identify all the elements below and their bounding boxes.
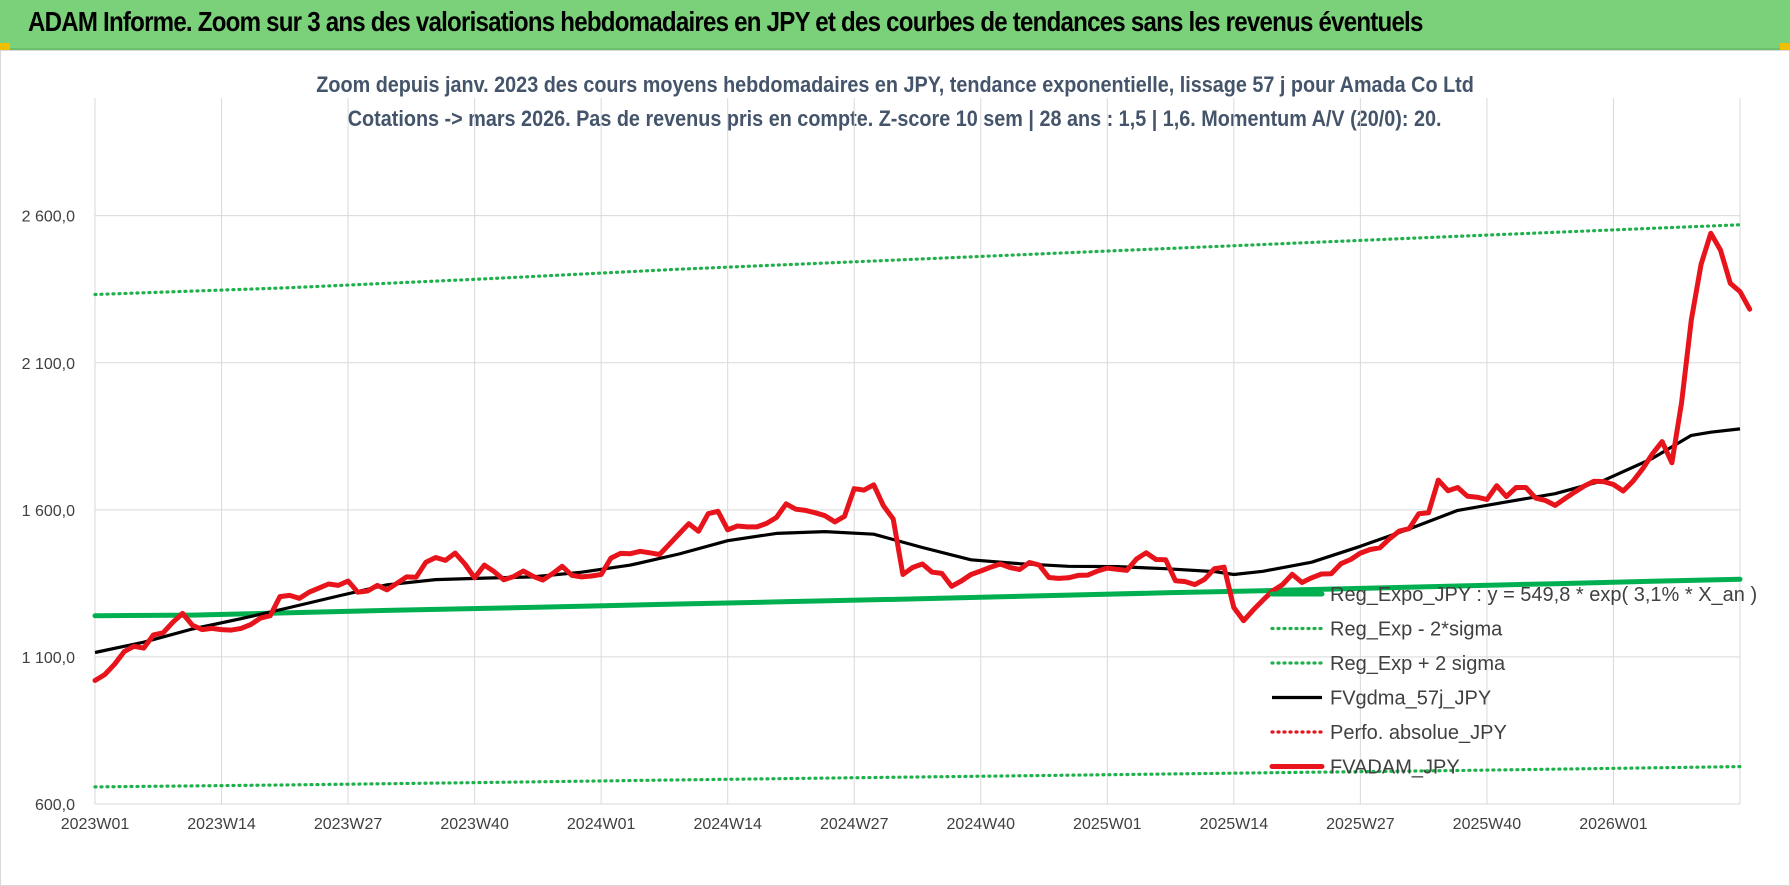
x-tick-label: 2023W01 (61, 816, 130, 833)
x-tick-label: 2025W14 (1200, 816, 1269, 833)
legend-label: FVADAM_JPY (1330, 757, 1460, 779)
x-tick-label: 2025W40 (1453, 816, 1522, 833)
x-tick-label: 2023W14 (187, 816, 256, 833)
report-title: ADAM Informe. Zoom sur 3 ans des valoris… (28, 6, 1423, 37)
x-tick-label: 2025W27 (1326, 816, 1395, 833)
x-tick-label: 2023W40 (440, 816, 509, 833)
series-line-fvadam-jpy (92, 230, 1753, 683)
chart-title-line1-text: Zoom depuis janv. 2023 des cours moyens … (316, 72, 1474, 97)
chart-title-line2-text: Cotations -> mars 2026. Pas de revenus p… (348, 106, 1442, 131)
legend-label: Perfo. absolue_JPY (1330, 722, 1507, 744)
x-tick-label: 2025W01 (1073, 816, 1142, 833)
chart-title-line1: Zoom depuis janv. 2023 des cours moyens … (0, 72, 1790, 98)
y-tick-label: 2 100,0 (22, 356, 75, 373)
x-tick-label: 2024W40 (947, 816, 1016, 833)
legend-label: FVgdma_57j_JPY (1330, 688, 1491, 710)
corner-marker-left (0, 43, 10, 51)
corner-marker-right (1780, 43, 1790, 51)
chart-title-line2: Cotations -> mars 2026. Pas de revenus p… (0, 106, 1790, 132)
x-tick-label: 2024W14 (693, 816, 762, 833)
x-tick-label: 2026W01 (1579, 816, 1648, 833)
series-line-reg-expo-jpy-y-549-8-exp-3-1-x-an (92, 576, 1743, 619)
series-line-fvgdma-57j-jpy (94, 427, 1741, 655)
series-line-reg-exp-2-sigma (93, 223, 1742, 297)
y-tick-label: 1 600,0 (22, 503, 75, 520)
report-banner: ADAM Informe. Zoom sur 3 ans des valoris… (0, 0, 1790, 50)
series-line-reg-exp-2-sigma (93, 765, 1742, 789)
x-tick-label: 2023W27 (314, 816, 383, 833)
legend-label: Reg_Exp - 2*sigma (1330, 619, 1503, 641)
x-tick-label: 2024W01 (567, 816, 636, 833)
legend-label: Reg_Exp + 2 sigma (1330, 653, 1506, 675)
x-tick-label: 2024W27 (820, 816, 889, 833)
legend-label: Reg_Expo_JPY : y = 549,8 * exp( 3,1% * X… (1330, 584, 1757, 606)
y-tick-label: 2 600,0 (22, 209, 75, 226)
y-tick-label: 600,0 (35, 797, 75, 814)
y-tick-label: 1 100,0 (22, 650, 75, 667)
